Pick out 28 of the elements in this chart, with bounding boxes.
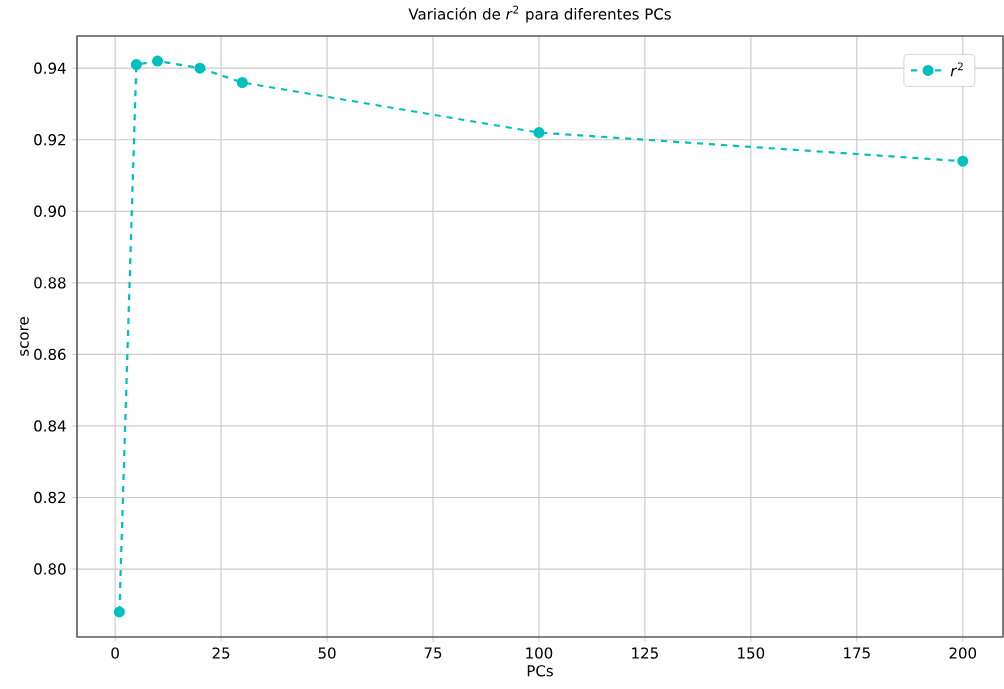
y-tick-label: 0.90 [34, 205, 66, 217]
y-tick-label: 0.88 [34, 277, 66, 289]
x-tick-label: 50 [318, 647, 336, 659]
chart-title: Variación de r$^{2}$ para diferentes PCs [408, 5, 671, 23]
point [130, 59, 142, 71]
point [152, 55, 164, 67]
x-tick-label: 25 [212, 647, 230, 659]
x-tick-label: 125 [632, 647, 658, 659]
point [236, 76, 248, 88]
y-tick-label: 0.82 [34, 491, 66, 504]
y-tick-label: 0.92 [34, 134, 66, 146]
point [113, 606, 125, 618]
x-tick-label: 150 [738, 647, 765, 659]
y-tick-label: 0.84 [34, 420, 66, 432]
legend-label: r$^{2}$ [950, 62, 963, 77]
x-tick-label: 100 [526, 647, 553, 659]
point [194, 62, 206, 74]
x-tick-label: 75 [424, 647, 442, 659]
y-tick-label: 0.94 [34, 62, 66, 74]
point [533, 127, 545, 139]
x-axis-title: PCs [527, 665, 553, 677]
y-tick-label: 0.86 [34, 348, 66, 361]
y-tick-label: 0.80 [34, 563, 66, 575]
y-axis-title: score [20, 317, 29, 356]
point [957, 155, 969, 167]
x-tick-label: 175 [844, 647, 870, 659]
x-tick-label: 0 [111, 647, 119, 659]
x-tick-label: 200 [949, 647, 977, 659]
